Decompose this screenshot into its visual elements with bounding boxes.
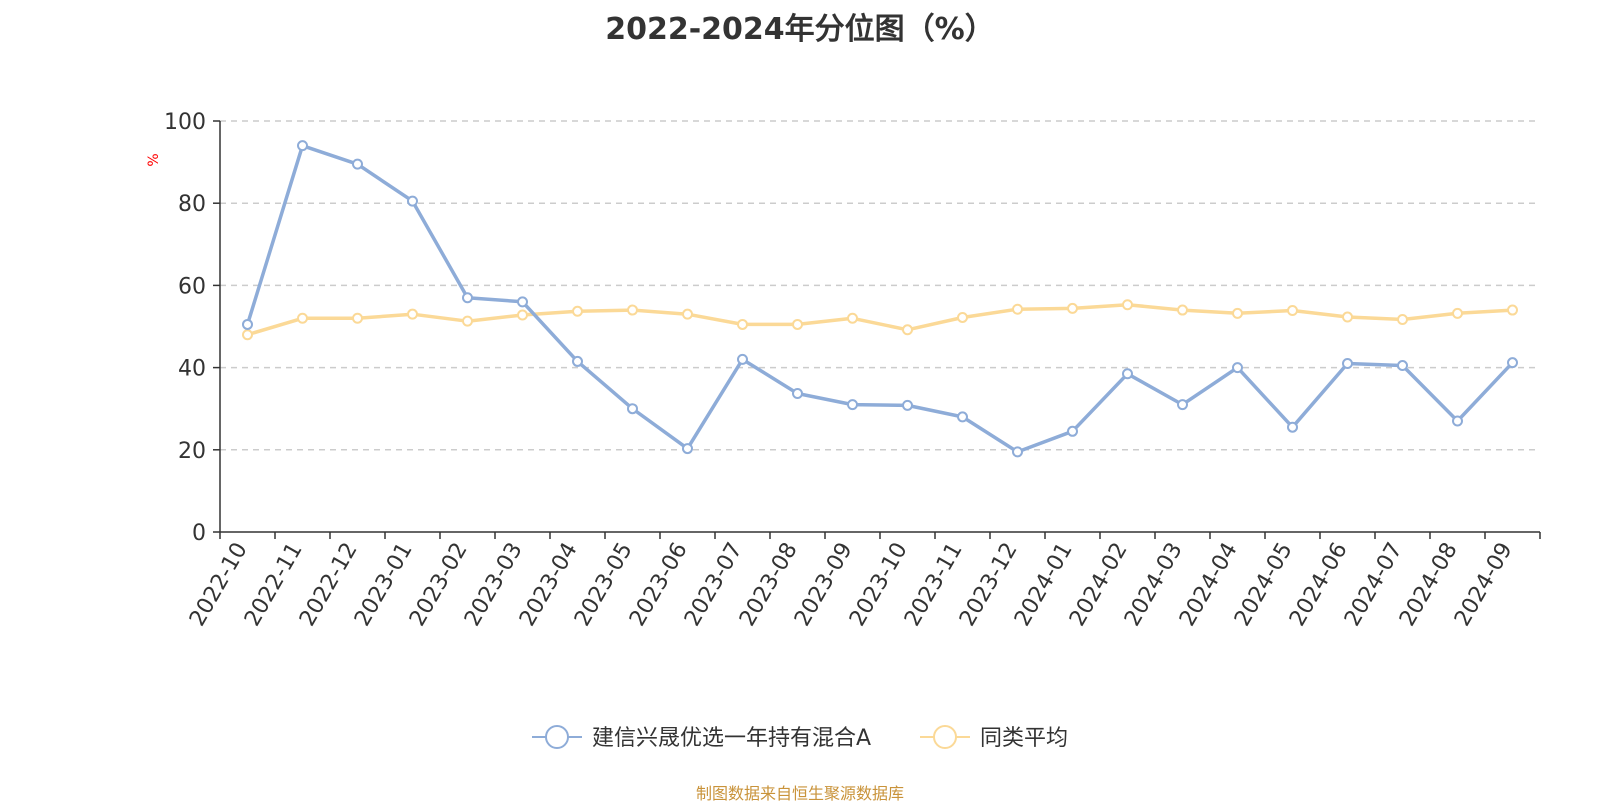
y-tick-labels: 0 20 40 60 80 100 [164,110,206,546]
data-point-0 [1452,415,1463,427]
data-point-0 [1507,357,1518,369]
data-point-0 [737,353,748,365]
data-point-0 [792,387,803,399]
data-point-1 [1452,307,1463,319]
data-point-0 [902,399,913,411]
data-point-0 [627,403,638,415]
data-point-1 [1507,304,1518,316]
y-tick-label: 80 [178,192,206,217]
data-point-1 [737,318,748,330]
data-point-0 [1012,446,1023,458]
data-point-1 [1012,303,1023,315]
y-axis-label: % [146,153,162,166]
axes [213,120,1541,539]
y-tick-label: 60 [178,274,206,299]
data-point-0 [957,411,968,423]
data-point-0 [462,292,473,304]
grid-lines [220,120,1540,451]
y-tick-label: 100 [164,110,206,135]
data-point-1 [902,324,913,336]
series-lines [242,140,1518,458]
data-point-0 [1397,360,1408,372]
legend-label-1: 同类平均 [980,726,1068,751]
data-point-0 [1177,399,1188,411]
data-point-0 [847,399,858,411]
data-point-0 [1287,421,1298,433]
data-point-1 [297,312,308,324]
legend-label-0: 建信兴晟优选一年持有混合A [592,726,871,751]
data-point-1 [407,308,418,320]
data-point-1 [1287,304,1298,316]
data-point-0 [1122,368,1133,380]
data-point-1 [1177,304,1188,316]
data-point-0 [572,355,583,367]
y-tick-label: 0 [192,521,206,546]
data-point-1 [1342,311,1353,323]
data-point-1 [242,329,253,341]
data-point-0 [297,140,308,152]
series-line-1 [246,302,1513,337]
data-point-0 [682,443,693,455]
legend-marker-0 [545,725,569,749]
data-point-1 [957,311,968,323]
data-point-0 [517,296,528,308]
data-point-1 [517,309,528,321]
data-point-0 [407,195,418,207]
data-point-1 [682,308,693,320]
data-point-1 [792,318,803,330]
data-point-0 [1067,425,1078,437]
data-point-0 [352,158,363,170]
y-tick-label: 40 [178,357,206,382]
series-line-0 [245,143,1514,454]
data-point-1 [572,305,583,317]
y-tick-label: 20 [178,439,206,464]
legend-marker-1 [933,725,957,749]
data-point-1 [1067,302,1078,314]
data-point-1 [462,315,473,327]
data-point-0 [242,318,253,330]
data-point-1 [1122,299,1133,311]
data-source-note: 制图数据来自恒生聚源数据库 [695,784,904,803]
data-point-0 [1232,362,1243,374]
data-point-1 [1397,314,1408,326]
data-point-1 [847,312,858,324]
data-point-1 [352,312,363,324]
legend: 建信兴晟优选一年持有混合A 同类平均 [532,725,1068,751]
chart-title: 2022-2024年分位图（%） [605,12,995,47]
data-point-1 [1232,307,1243,319]
data-point-0 [1342,357,1353,369]
x-tick-labels: 2022-102022-112022-122023-012023-022023-… [185,539,1518,631]
data-point-1 [627,304,638,316]
